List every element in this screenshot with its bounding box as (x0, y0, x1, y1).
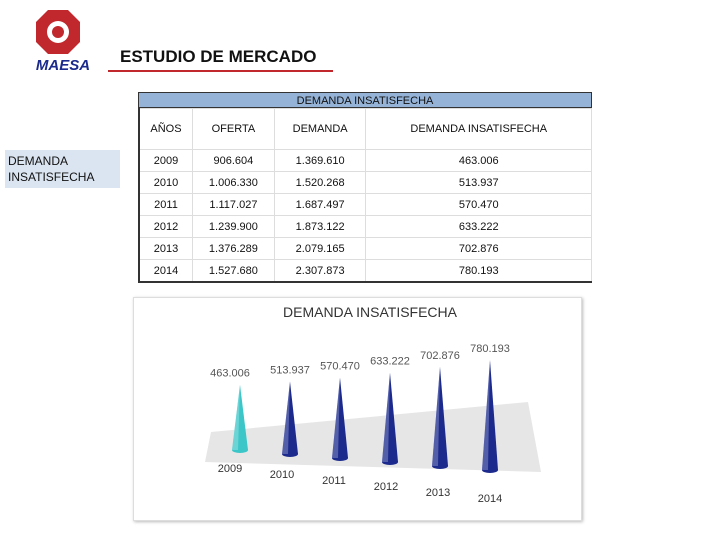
table-cell: 2.079.165 (273, 237, 367, 260)
cone-shade (382, 372, 390, 462)
table-cell: 906.604 (192, 149, 275, 172)
header-cell: DEMANDA (273, 108, 367, 150)
value-label: 463.006 (210, 368, 250, 380)
cone-shade (232, 384, 240, 450)
cone (232, 384, 248, 450)
header-cell: OFERTA (192, 108, 275, 150)
page-title: ESTUDIO DE MERCADO (120, 47, 317, 66)
table-row: 2013 1.376.289 2.079.165 702.876 (138, 237, 592, 260)
table-cell: 1.527.680 (192, 259, 275, 283)
table-cell: 2.307.873 (273, 259, 367, 283)
table-cell: 1.239.900 (192, 215, 275, 238)
table-row: 2014 1.527.680 2.307.873 780.193 (138, 259, 592, 283)
table-cell: 633.222 (365, 215, 592, 238)
table-cell: 2009 (138, 149, 194, 172)
table-cell: 2013 (138, 237, 194, 260)
cone (382, 372, 398, 462)
cone (432, 366, 448, 466)
category-label: 2011 (322, 475, 346, 487)
table-cell: 780.193 (365, 259, 592, 283)
table-row: 2010 1.006.330 1.520.268 513.937 (138, 171, 592, 194)
chart-title: DEMANDA INSATISFECHA (283, 304, 458, 320)
table-cell: 2014 (138, 259, 194, 283)
table-row: 2011 1.117.027 1.687.497 570.470 (138, 193, 592, 216)
table-cell: 1.006.330 (192, 171, 275, 194)
value-label: 633.222 (370, 356, 410, 368)
category-label: 2013 (426, 487, 450, 499)
category-label: 2009 (218, 463, 242, 475)
table-cell: 1.520.268 (273, 171, 367, 194)
table-cell: 463.006 (365, 149, 592, 172)
value-label: 513.937 (270, 365, 310, 377)
chart-frame (133, 297, 582, 521)
header-cell: DEMANDA INSATISFECHA (365, 108, 592, 150)
table-row: 2009 906.604 1.369.610 463.006 (138, 149, 592, 172)
data-table: AÑOS OFERTA DEMANDA DEMANDA INSATISFECHA 200… (138, 108, 592, 283)
value-label: 570.470 (320, 361, 360, 373)
cone-shade (282, 381, 290, 454)
table-row: AÑOS OFERTA DEMANDA DEMANDA INSATISFECHA (138, 108, 592, 150)
cone (332, 377, 348, 458)
logo-core (52, 26, 64, 38)
table-cell: 2011 (138, 193, 194, 216)
category-label: 2014 (478, 493, 502, 505)
header-cell: AÑOS (138, 108, 194, 150)
table-cell: 1.873.122 (273, 215, 367, 238)
table-cell: 1.376.289 (192, 237, 275, 260)
title-rule (108, 70, 333, 72)
table-cell: 2010 (138, 171, 194, 194)
table-cell: 702.876 (365, 237, 592, 260)
table-cell: 1.117.027 (192, 193, 275, 216)
chart: DEMANDA INSATISFECHA 463.006 2009 513.937 2… (205, 304, 541, 505)
category-label: 2010 (270, 469, 294, 481)
cone-shade (432, 366, 440, 466)
table-cell: 570.470 (365, 193, 592, 216)
table-cell: 513.937 (365, 171, 592, 194)
table-cell: 1.369.610 (273, 149, 367, 172)
table-cell: 1.687.497 (273, 193, 367, 216)
table-cell: 2012 (138, 215, 194, 238)
table-caption: DEMANDA INSATISFECHA (138, 92, 592, 108)
category-label: 2012 (374, 481, 398, 493)
logo-text: MAESA (36, 57, 90, 74)
cone (482, 360, 498, 470)
sidebar-label: DEMANDA INSATISFECHA (5, 150, 120, 188)
value-label: 780.193 (470, 343, 510, 355)
table-row: 2012 1.239.900 1.873.122 633.222 (138, 215, 592, 238)
value-label: 702.876 (420, 350, 460, 362)
cone (282, 381, 298, 454)
logo: MAESA (36, 10, 90, 74)
cone-shade (482, 360, 490, 470)
